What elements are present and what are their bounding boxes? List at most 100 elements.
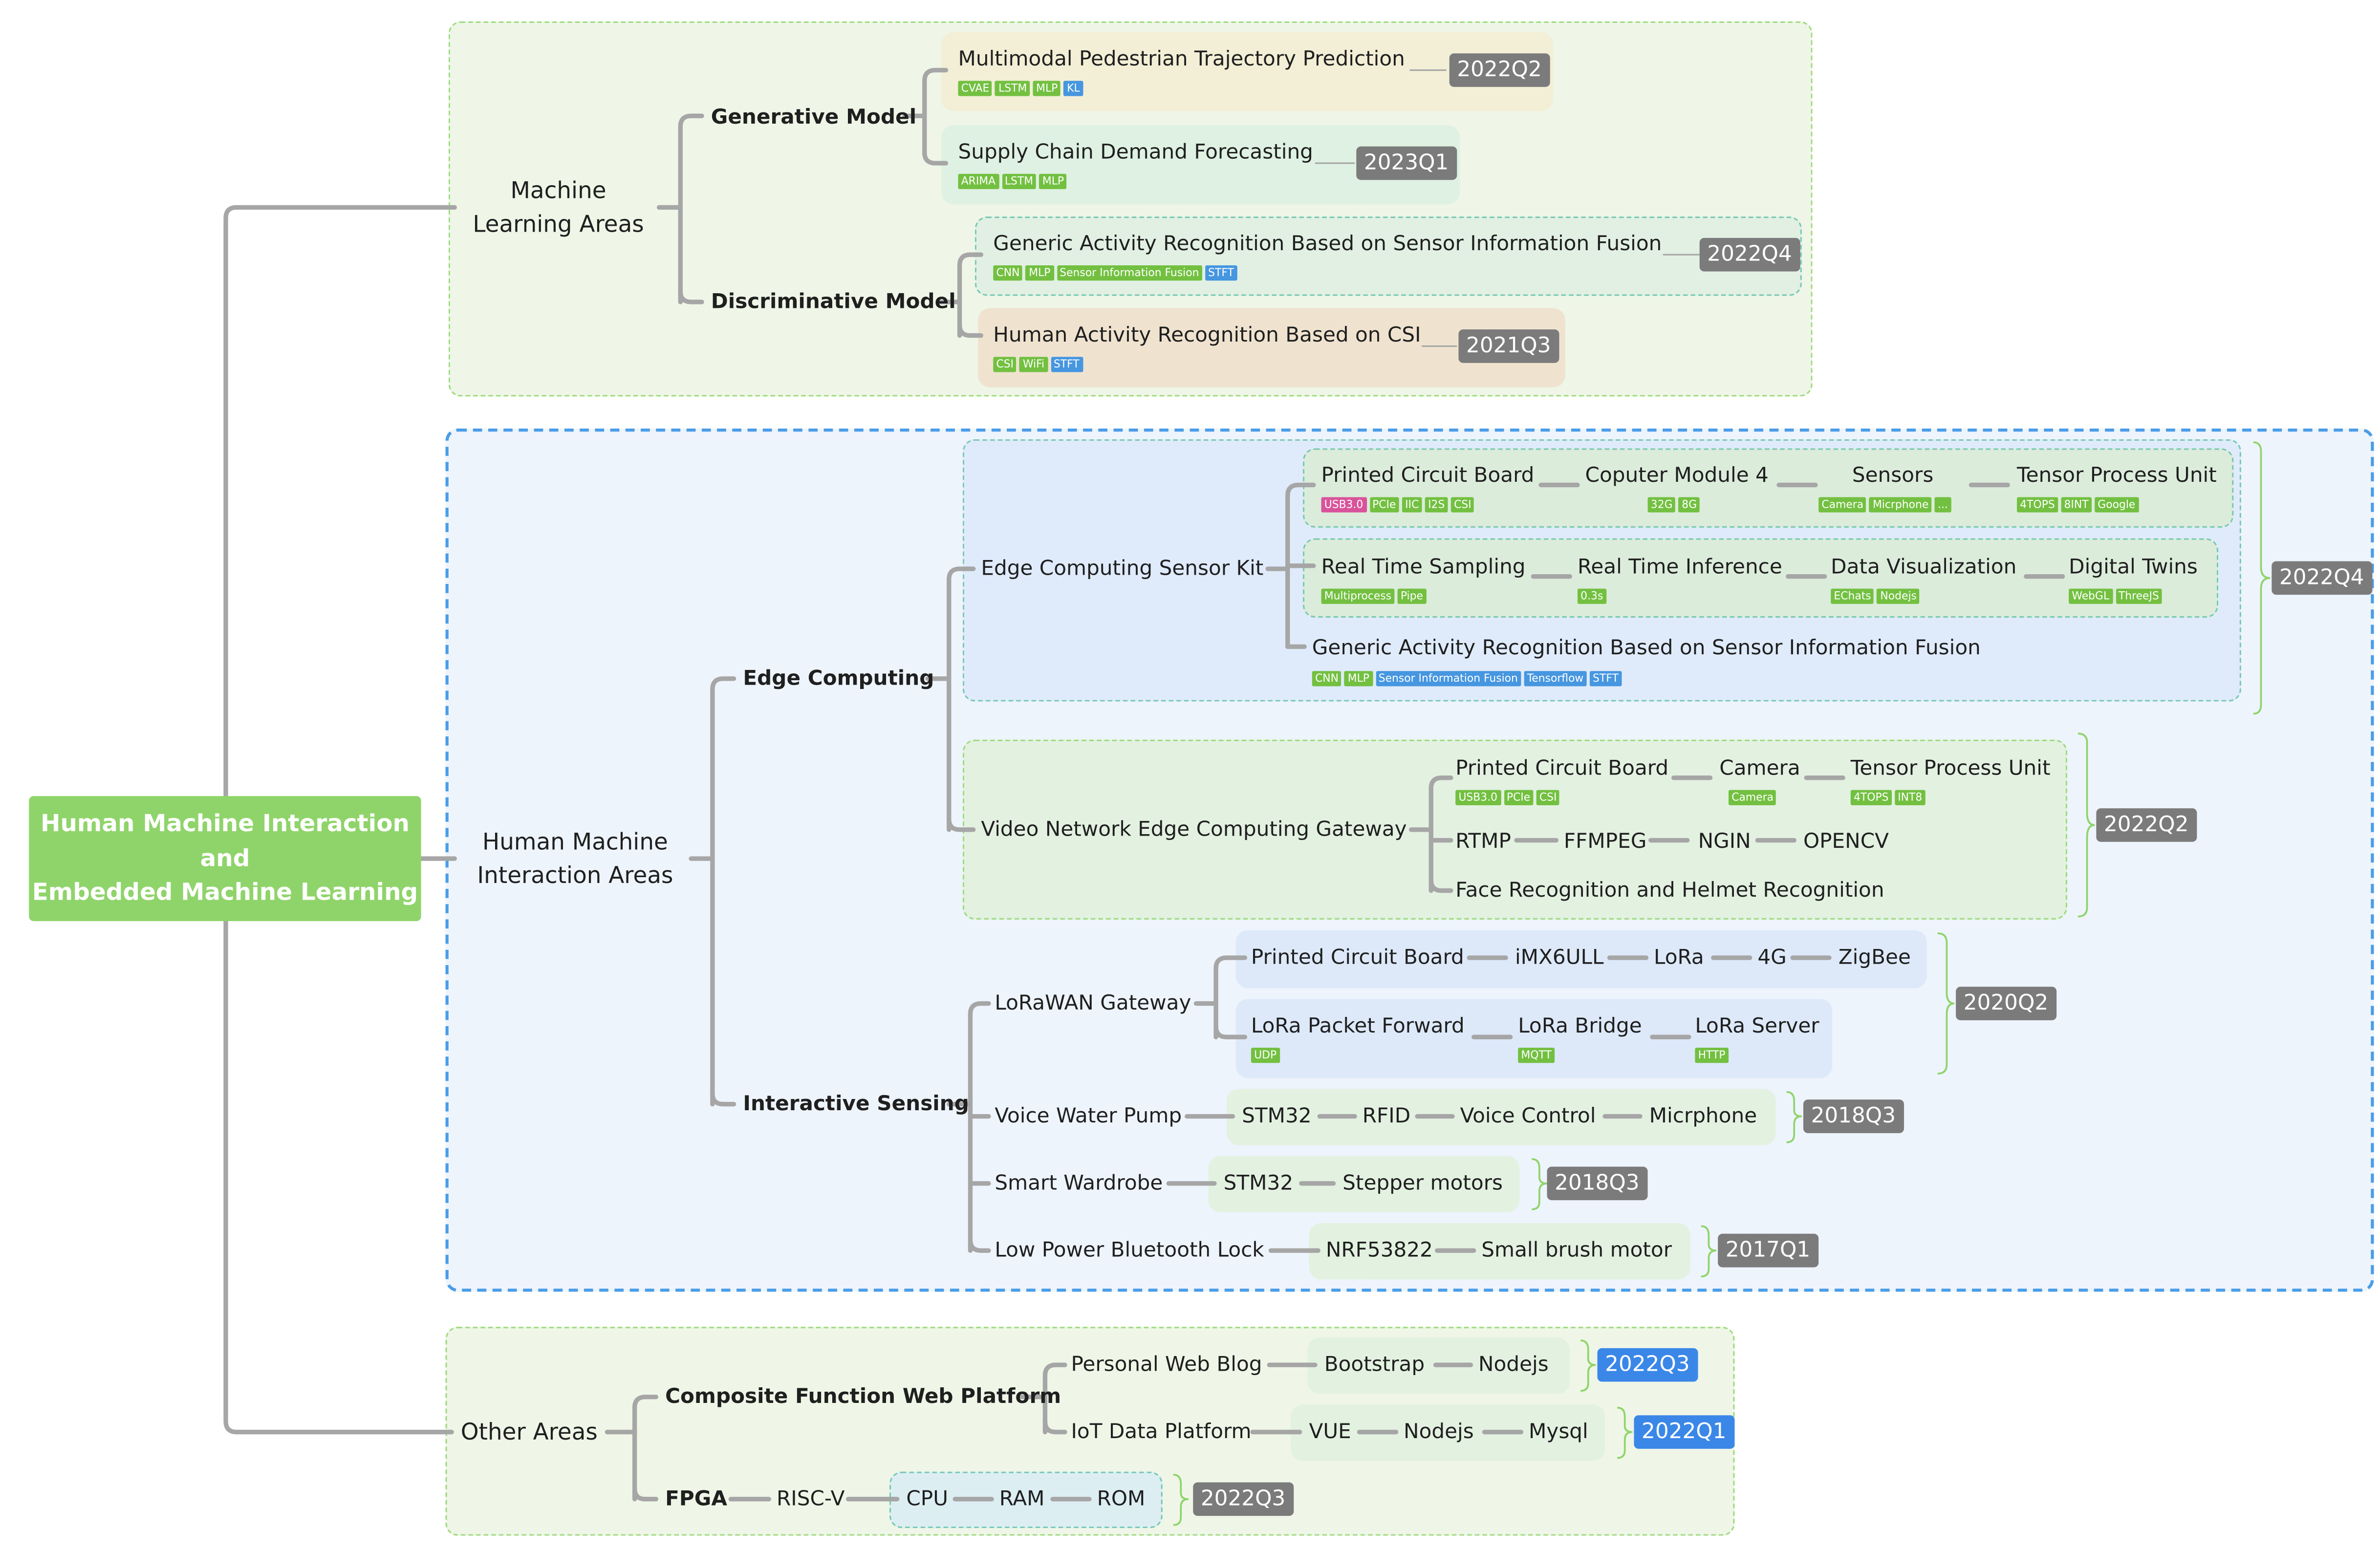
lora-pcb: Printed Circuit Board xyxy=(1251,945,1464,970)
tag: STFT xyxy=(1205,265,1237,281)
lora-zigbee: ZigBee xyxy=(1838,945,1911,970)
lora-server-tags: HTTP xyxy=(1695,1048,1729,1063)
lock-title: Low Power Bluetooth Lock xyxy=(995,1238,1264,1263)
lora-row2-frame xyxy=(1235,999,1833,1078)
tag: WiFi xyxy=(1019,357,1048,372)
iot-nodejs: Nodejs xyxy=(1404,1420,1474,1444)
video-pcb: Printed Circuit Board xyxy=(1455,756,1669,781)
kit-sampling: Real Time Sampling xyxy=(1321,555,1526,580)
tag: 32G xyxy=(1647,497,1676,513)
tag: MLP xyxy=(1033,81,1061,96)
kit-twins-tags: WebGL ThreeJS xyxy=(2069,588,2163,604)
tag: MLP xyxy=(1039,173,1067,189)
tag: CSI xyxy=(993,357,1017,372)
tag: I2S xyxy=(1425,497,1448,513)
tag: MQTT xyxy=(1518,1048,1555,1063)
tag: Sensor Information Fusion xyxy=(1056,265,1202,281)
ml-area-title: Machine Learning Areas xyxy=(454,174,662,241)
root-line3: Embedded Machine Learning xyxy=(32,879,418,906)
p3-date-badge: 2022Q4 xyxy=(1699,237,1800,272)
ml-area-line2: Learning Areas xyxy=(473,210,644,238)
iot-date-badge: 2022Q1 xyxy=(1634,1415,1734,1449)
tag: Micrphone xyxy=(1869,497,1932,513)
p3-tags: CNN MLP Sensor Information Fusion STFT xyxy=(993,265,1237,281)
root-node: Human Machine Interaction and Embedded M… xyxy=(29,796,421,922)
kit-title: Edge Computing Sensor Kit xyxy=(981,557,1264,582)
video-face-recognition: Face Recognition and Helmet Recognition xyxy=(1455,878,1884,903)
p4-date-badge: 2021Q3 xyxy=(1458,329,1559,363)
tag: LSTM xyxy=(1001,173,1037,189)
video-title: Video Network Edge Computing Gateway xyxy=(981,817,1407,842)
kit-pcb-tags: USB3.0 PCIe IIC I2S CSI xyxy=(1321,497,1474,513)
iot-frame xyxy=(1291,1404,1605,1461)
interactive-sensing-label: Interactive Sensing xyxy=(743,1092,969,1117)
kit-tpu-tags: 4TOPS 8INT Google xyxy=(2017,497,2139,513)
kit-inference-tags: 0.3s xyxy=(1577,588,1606,604)
kit-row2-frame xyxy=(1303,538,2219,618)
video-ngin: NGIN xyxy=(1698,829,1751,854)
wardrobe-date-badge: 2018Q3 xyxy=(1547,1166,1647,1201)
p2-title: Supply Chain Demand Forecasting xyxy=(958,140,1313,165)
tag: 0.3s xyxy=(1577,588,1606,604)
root-line2: and xyxy=(200,844,250,872)
lock-nrf: NRF53822 xyxy=(1325,1238,1433,1263)
pump-title: Voice Water Pump xyxy=(995,1104,1182,1129)
video-ffmpeg: FFMPEG xyxy=(1563,829,1647,854)
pump-voice-control: Voice Control xyxy=(1460,1104,1596,1129)
iot-mysql: Mysql xyxy=(1529,1420,1588,1444)
kit-date-badge: 2022Q4 xyxy=(2272,561,2372,595)
p4-title: Human Activity Recognition Based on CSI xyxy=(993,323,1421,348)
pump-stm32: STM32 xyxy=(1242,1104,1312,1129)
kit-sensors: Sensors xyxy=(1852,463,1934,488)
p1-title: Multimodal Pedestrian Trajectory Predict… xyxy=(958,47,1405,72)
tag: PCIe xyxy=(1369,497,1399,513)
edge-computing-label: Edge Computing xyxy=(743,666,934,691)
tag: ARIMA xyxy=(958,173,999,189)
kit-twins: Digital Twins xyxy=(2069,555,2198,580)
wardrobe-title: Smart Wardrobe xyxy=(995,1171,1163,1196)
video-tpu-tags: 4TOPS INT8 xyxy=(1850,790,1926,805)
lora-bridge: LoRa Bridge xyxy=(1518,1014,1642,1039)
kit-cm4-tags: 32G 8G xyxy=(1647,497,1700,513)
tag: LSTM xyxy=(995,81,1030,96)
tag: INT8 xyxy=(1894,790,1926,805)
tag: EChats xyxy=(1831,588,1874,604)
discriminative-model-label: Discriminative Model xyxy=(711,289,956,314)
tag: IIC xyxy=(1402,497,1422,513)
p3-card xyxy=(974,216,1802,296)
blog-bootstrap: Bootstrap xyxy=(1324,1353,1425,1378)
tag: CNN xyxy=(1312,671,1342,687)
tag: ... xyxy=(1934,497,1951,513)
tag: 8G xyxy=(1679,497,1700,513)
lora-title: LoRaWAN Gateway xyxy=(995,991,1191,1016)
tag: Google xyxy=(2095,497,2139,513)
video-camera-tags: Camera xyxy=(1728,790,1777,805)
wardrobe-frame xyxy=(1208,1156,1520,1213)
kit-inference: Real Time Inference xyxy=(1577,555,1782,580)
kit-activity: Generic Activity Recognition Based on Se… xyxy=(1312,636,1981,661)
web-platform-label: Composite Function Web Platform xyxy=(665,1384,1061,1409)
kit-activity-tags: CNN MLP Sensor Information Fusion Tensor… xyxy=(1312,671,1622,687)
p4-tags: CSI WiFi STFT xyxy=(993,357,1082,372)
fpga-frame xyxy=(889,1471,1163,1529)
lora-4g: 4G xyxy=(1757,945,1787,970)
tag: Pipe xyxy=(1397,588,1427,604)
p2-tags: ARIMA LSTM MLP xyxy=(958,173,1067,189)
fpga-label: FPGA xyxy=(665,1486,728,1511)
wardrobe-stepper: Stepper motors xyxy=(1342,1171,1503,1196)
fpga-riscv: RISC-V xyxy=(776,1486,845,1511)
hmi-area-line2: Interaction Areas xyxy=(477,862,673,889)
tag: CVAE xyxy=(958,81,993,96)
lock-date-badge: 2017Q1 xyxy=(1718,1233,1818,1268)
p3-title: Generic Activity Recognition Based on Se… xyxy=(993,232,1662,257)
tag: CSI xyxy=(1536,790,1560,805)
blog-title: Personal Web Blog xyxy=(1071,1353,1262,1378)
lora-lora: LoRa xyxy=(1654,945,1704,970)
tag: KL xyxy=(1063,81,1083,96)
ml-area-line1: Machine xyxy=(510,177,606,205)
video-camera: Camera xyxy=(1719,756,1800,781)
tag: Camera xyxy=(1818,497,1867,513)
video-date-badge: 2022Q2 xyxy=(2096,808,2197,842)
root-line1: Human Machine Interaction xyxy=(40,810,410,838)
